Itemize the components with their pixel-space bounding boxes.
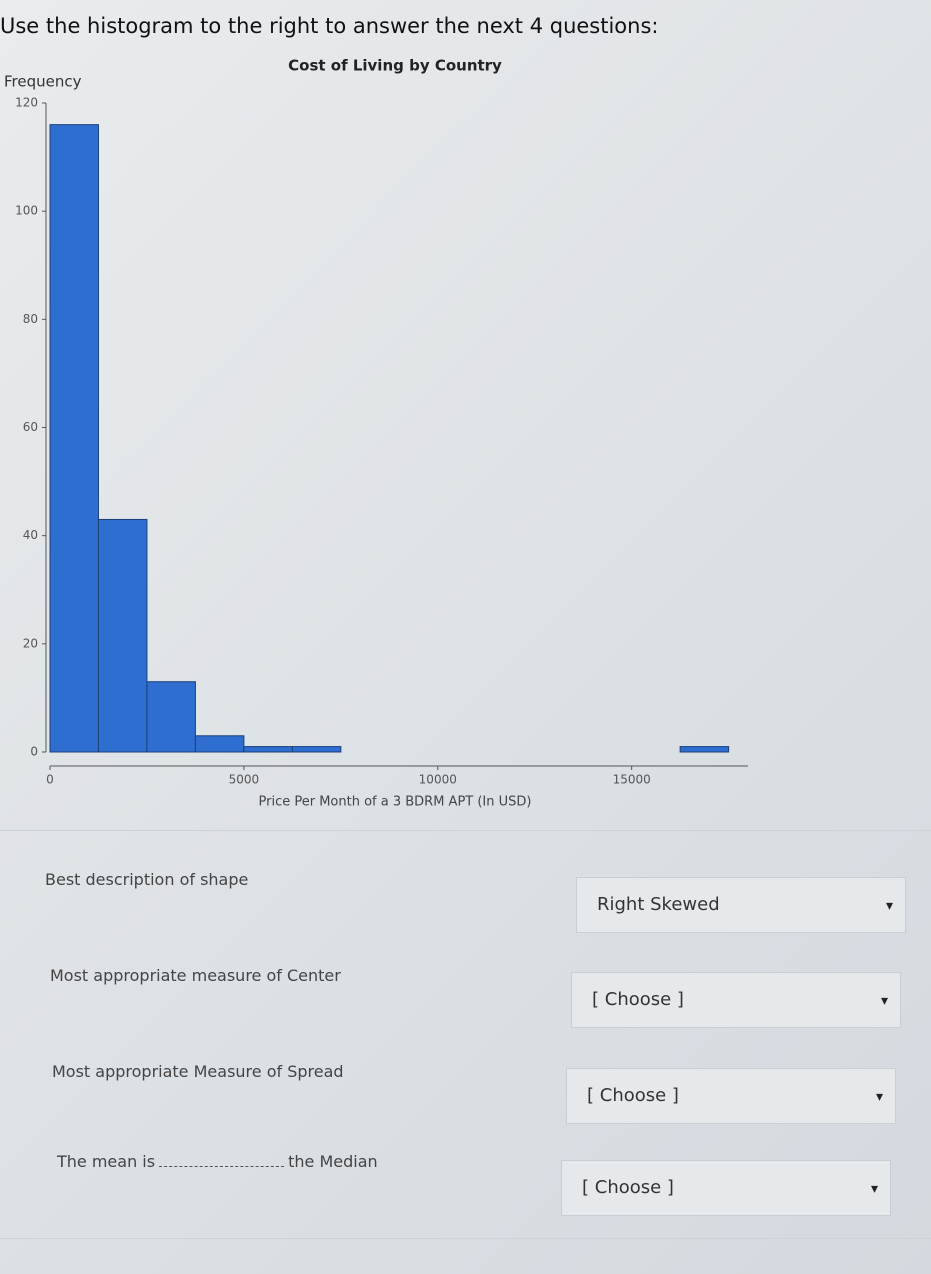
y-tick-label: 20: [23, 636, 38, 650]
question-label: The mean is the Median: [57, 1152, 378, 1171]
answer-select[interactable]: Right Skewed: [576, 877, 906, 933]
y-tick-label: 120: [15, 96, 38, 110]
answer-select[interactable]: [ Choose ]: [571, 972, 901, 1028]
y-tick-label: 100: [15, 204, 38, 218]
chart-title: Cost of Living by Country: [288, 57, 502, 75]
x-axis-label: Price Per Month of a 3 BDRM APT (In USD): [259, 795, 532, 810]
bar: [49, 124, 99, 753]
histogram-chart: Cost of Living by Country Frequency Pric…: [4, 57, 748, 810]
bar: [194, 735, 245, 753]
answer-select[interactable]: [ Choose ]: [561, 1160, 891, 1216]
y-tick-label: 60: [23, 420, 38, 434]
question-label: Best description of shape: [45, 870, 249, 889]
instruction: Use the histogram to the right to answer…: [0, 14, 659, 38]
y-tick-label: 40: [23, 528, 38, 542]
bar: [146, 681, 196, 753]
bar: [291, 746, 342, 753]
y-axis-label: Frequency: [4, 73, 82, 91]
x-tick-label: 0: [46, 773, 54, 787]
divider: [0, 1238, 931, 1239]
question-label-end: the Median: [288, 1152, 378, 1171]
y-tick-label: 80: [23, 312, 38, 326]
answer-blank: [159, 1166, 285, 1167]
answer-select[interactable]: [ Choose ]: [566, 1068, 896, 1124]
y-tick-label: 0: [30, 745, 38, 759]
bar: [679, 746, 730, 753]
x-tick-label: 10000: [419, 773, 457, 787]
bar: [97, 518, 148, 753]
question-label-start: The mean is: [57, 1152, 156, 1171]
divider: [0, 830, 931, 831]
x-tick-label: 5000: [229, 773, 260, 787]
x-tick-label: 15000: [613, 773, 651, 787]
bar: [243, 746, 293, 753]
question-label: Most appropriate measure of Center: [50, 966, 341, 985]
question-label: Most appropriate Measure of Spread: [52, 1062, 344, 1081]
